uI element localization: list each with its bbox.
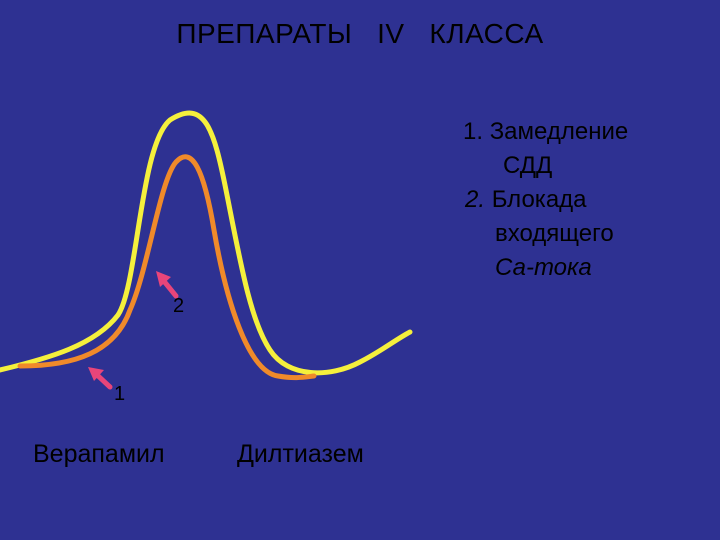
slide-title: ПРЕПАРАТЫ IV КЛАССА: [176, 18, 544, 49]
drug-verapamil: Верапамил: [33, 440, 165, 468]
mechanism-2-number: 2.: [465, 186, 486, 213]
action-potential-curve-yellow: [0, 110, 413, 376]
mechanism-1: 1. Замедление СДД: [463, 115, 628, 183]
arrow-1-label: 1: [114, 383, 126, 405]
mechanism-2-line-3: Са-тока: [495, 254, 592, 281]
arrow-2-label: 2: [173, 295, 185, 317]
mechanism-1-number: 1.: [463, 118, 484, 145]
drug-diltiazem: Дилтиазем: [237, 440, 364, 468]
mechanism-2-line-2: входящего: [495, 220, 614, 247]
mechanism-2: 2. Блокада входящего Са-тока: [465, 183, 614, 285]
arrow-2-icon: [156, 271, 179, 299]
mechanism-1-line-2: СДД: [503, 152, 553, 179]
action-potential-curve-orange: [17, 154, 317, 381]
arrow-1-icon: [88, 367, 113, 390]
mechanism-2-line-1: Блокада: [491, 186, 587, 213]
mechanism-1-line-1: Замедление: [489, 118, 629, 145]
